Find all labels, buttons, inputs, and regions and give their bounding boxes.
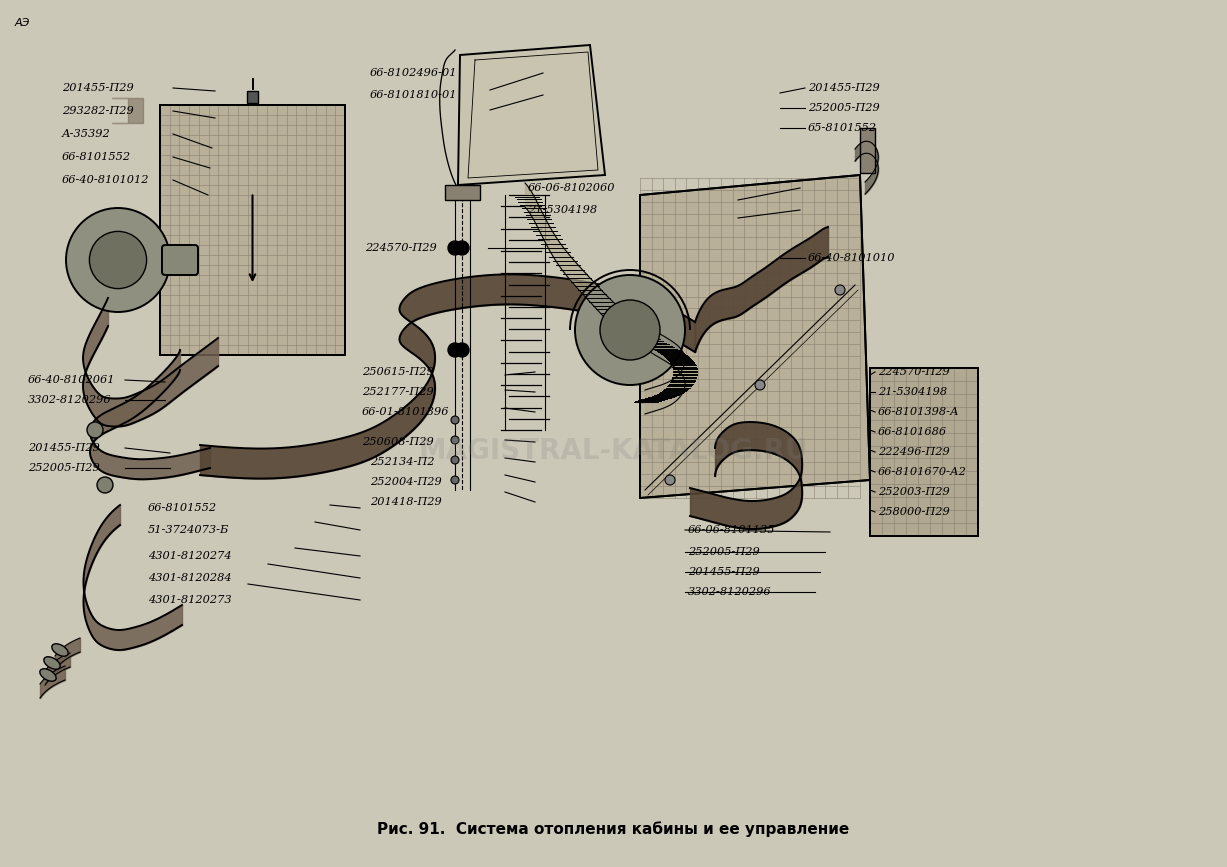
Bar	[870, 368, 978, 536]
Ellipse shape	[39, 668, 56, 681]
Circle shape	[600, 300, 660, 360]
Polygon shape	[458, 45, 605, 185]
Text: 258000-П29: 258000-П29	[879, 507, 950, 517]
Text: 201455-П29: 201455-П29	[688, 567, 760, 577]
Text: 66-8101686: 66-8101686	[879, 427, 947, 437]
Text: 66-06-8101135: 66-06-8101135	[688, 525, 775, 535]
Circle shape	[452, 436, 459, 444]
Text: 250615-П29: 250615-П29	[362, 367, 434, 377]
Text: 66-8101810-01: 66-8101810-01	[371, 90, 458, 100]
Text: 224570-П29: 224570-П29	[879, 367, 950, 377]
Text: MAGISTRAL-KATALOG.RU: MAGISTRAL-KATALOG.RU	[418, 437, 809, 465]
Text: АЭ: АЭ	[15, 18, 31, 28]
Text: 293282-П29: 293282-П29	[63, 106, 134, 116]
Text: 4301-8120273: 4301-8120273	[148, 595, 232, 605]
Text: А-35392: А-35392	[63, 129, 110, 139]
Text: 201455-П29: 201455-П29	[28, 443, 99, 453]
Bar	[870, 368, 978, 536]
Circle shape	[452, 476, 459, 484]
Circle shape	[455, 343, 469, 357]
Text: 51-3724073-Б: 51-3724073-Б	[148, 525, 229, 535]
Circle shape	[448, 241, 463, 255]
Text: 4301-8120284: 4301-8120284	[148, 573, 232, 583]
FancyBboxPatch shape	[162, 245, 198, 275]
Text: 252005-П29: 252005-П29	[688, 547, 760, 557]
Circle shape	[665, 475, 675, 485]
Circle shape	[66, 208, 171, 312]
Circle shape	[452, 456, 459, 464]
Text: 3302-8120296: 3302-8120296	[28, 395, 112, 405]
Text: 3302-8120296: 3302-8120296	[688, 587, 772, 597]
Text: 66-8102496-01: 66-8102496-01	[371, 68, 458, 78]
Text: 252134-П2: 252134-П2	[371, 457, 434, 467]
Circle shape	[455, 241, 469, 255]
Text: 201455-П29: 201455-П29	[809, 83, 880, 93]
Text: 252005-П29: 252005-П29	[809, 103, 880, 113]
Bar	[160, 105, 345, 355]
Text: 66-40-8101010: 66-40-8101010	[809, 253, 896, 263]
Text: 66-8101670-А2: 66-8101670-А2	[879, 467, 967, 477]
Ellipse shape	[52, 644, 69, 656]
Ellipse shape	[44, 657, 60, 669]
Circle shape	[575, 275, 685, 385]
Text: 201455-П29: 201455-П29	[63, 83, 134, 93]
Text: 66-01-8101396: 66-01-8101396	[362, 407, 449, 417]
Text: 66-8101398-А: 66-8101398-А	[879, 407, 960, 417]
Text: 66-40-8101012: 66-40-8101012	[63, 175, 150, 185]
Circle shape	[448, 343, 463, 357]
Polygon shape	[640, 175, 870, 498]
Text: 65-8101552: 65-8101552	[809, 123, 877, 133]
Text: 222496-П29: 222496-П29	[879, 447, 950, 457]
Circle shape	[90, 231, 146, 289]
Text: 66-06-8102060: 66-06-8102060	[528, 183, 616, 193]
Circle shape	[836, 285, 845, 295]
Text: 250608-П29: 250608-П29	[362, 437, 434, 447]
Text: 66-8101552: 66-8101552	[148, 503, 217, 513]
Bar	[860, 128, 875, 173]
Bar	[445, 185, 480, 200]
Text: 252003-П29: 252003-П29	[879, 487, 950, 497]
Text: 252177-П29: 252177-П29	[362, 387, 434, 397]
Bar	[160, 105, 345, 355]
Circle shape	[755, 380, 764, 390]
Text: 66-40-8102061: 66-40-8102061	[28, 375, 115, 385]
Text: 21-5304198: 21-5304198	[879, 387, 947, 397]
Text: Рис. 91.  Система отопления кабины и ее управление: Рис. 91. Система отопления кабины и ее у…	[378, 821, 849, 837]
Text: 252004-П29: 252004-П29	[371, 477, 442, 487]
Text: 66-8101552: 66-8101552	[63, 152, 131, 162]
Circle shape	[97, 477, 113, 493]
Text: 21-5304198: 21-5304198	[528, 205, 598, 215]
Text: 201418-П29: 201418-П29	[371, 497, 442, 507]
Circle shape	[452, 416, 459, 424]
Text: 4301-8120274: 4301-8120274	[148, 551, 232, 561]
Text: 224570-П29: 224570-П29	[364, 243, 437, 253]
Circle shape	[87, 422, 103, 438]
Text: 252005-П29: 252005-П29	[28, 463, 99, 473]
